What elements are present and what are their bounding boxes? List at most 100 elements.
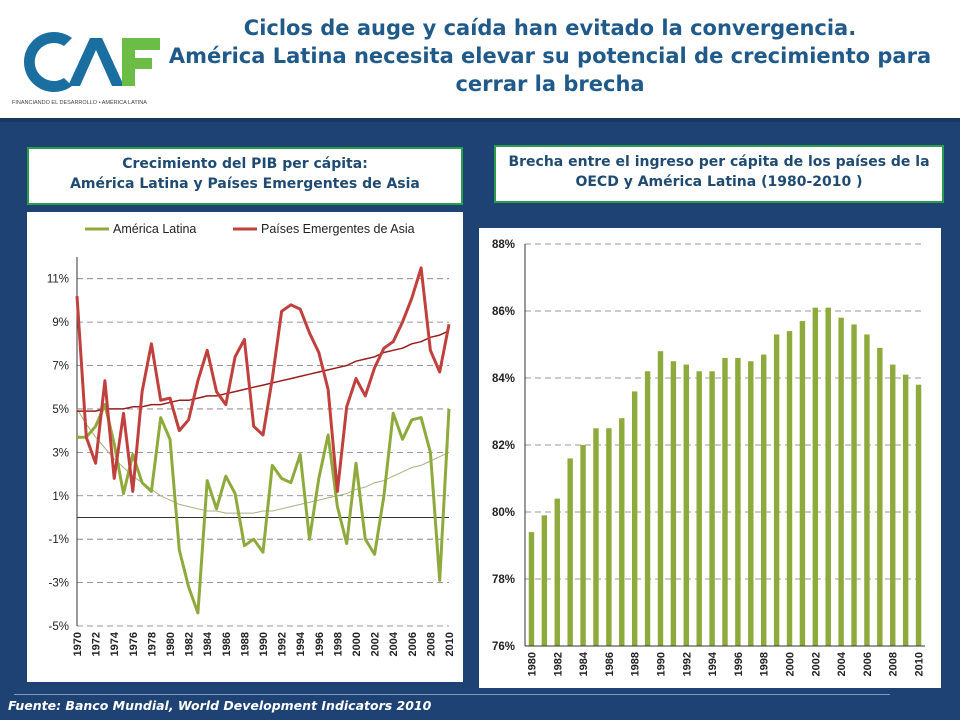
series-line-asia [75,266,451,493]
bar-1984 [580,445,586,646]
x-tick-label: 2002 [810,652,822,676]
bar-1985 [593,428,599,646]
y-tick-label: 5% [52,404,69,416]
legend-label-asia: Países Emergentes de Asia [261,222,415,236]
legend-label-latam: América Latina [113,222,196,236]
y-tick-label: -1% [49,534,69,546]
bar-1999 [773,334,780,646]
bar-1982 [554,498,560,646]
y-tick-label: 3% [52,447,69,459]
x-tick-label: 1996 [733,652,745,676]
bar-1992 [683,364,689,646]
x-tick-label: 1992 [277,632,289,656]
x-tick-label: 1980 [165,632,177,656]
title-line2: América Latina necesita elevar su potenc… [168,44,932,96]
line-chart-svg: -5% -3% -1% 1% 3% 5% 7% 9% 11% 1970 1972 1974 1976 19… [47,222,456,656]
x-tick-label: 2006 [407,632,419,656]
source-note: Fuente: Banco Mundial, World Development… [8,698,432,713]
bar-1994 [709,371,715,646]
x-tick-label: 1992 [681,652,693,676]
x-tick-label: 1984 [202,631,214,656]
x-tick-label: 1984 [578,651,590,676]
bar-2004 [838,317,844,646]
x-tick-label: 1978 [146,632,158,656]
income-gap-chart: 76% 78% 80% 82% 84% 86% 88% 1980 1982 1984 1986 198… [479,228,941,688]
bar-2006 [864,334,870,646]
x-tick-label: 1988 [630,652,642,676]
x-tick-label: 1990 [655,652,667,676]
right-title-line2: OECD y América Latina (1980-2010 ) [575,174,863,190]
bar-1991 [670,361,677,646]
bar-1998 [761,354,767,646]
x-tick-label: 1972 [91,632,103,656]
left-title-line2: América Latina y Países Emergentes de As… [70,176,420,192]
y-tick-label: 84% [492,373,515,385]
page-title: Ciclos de auge y caída han evitado la co… [150,14,950,98]
x-tick-label: 1980 [526,652,538,676]
y-tick-label: -5% [49,621,69,633]
series-line-latam [77,403,451,615]
x-tick-label: 1986 [221,632,233,656]
x-tick-label: 1982 [552,652,564,676]
bar-2001 [799,321,806,646]
x-tick-label: 1982 [184,632,196,656]
bar-1997 [748,361,754,646]
y-tick-label: 78% [492,574,515,586]
bar-chart-svg: 76% 78% 80% 82% 84% 86% 88% 1980 1982 1984 1986 198… [492,239,926,676]
x-tick-label: 1988 [239,632,251,656]
x-tick-label: 2004 [836,651,848,676]
x-tick-label: 2008 [425,632,437,656]
left-title-line1: Crecimiento del PIB per cápita: [122,156,368,172]
bar-1987 [619,418,625,646]
x-tick-label: 2006 [862,652,874,676]
x-tick-label: 2004 [388,631,400,656]
bar-1981 [541,515,548,646]
y-tick-label: 1% [52,491,69,503]
bar-1986 [606,428,612,646]
logo-tagline: FINANCIANDO EL DESARROLLO • AMÉRICA LATI… [12,99,147,106]
x-tick-label: 2000 [351,632,363,656]
bar-1989 [644,371,651,646]
x-tick-label: 2000 [785,652,797,676]
x-tick-label: 1990 [258,632,270,656]
left-panel-title: Crecimiento del PIB per cápita: América … [27,147,463,205]
x-tick-label: 1994 [295,631,307,656]
y-tick-label: 88% [492,239,515,251]
y-tick-label: -3% [49,578,69,590]
bar-2003 [825,307,831,646]
y-tick-label: 76% [492,641,515,653]
x-tick-label: 1994 [707,651,719,676]
y-tick-label: 86% [492,306,515,318]
y-tick-label: 9% [52,317,69,329]
y-tick-label: 11% [47,274,69,286]
x-tick-label: 1998 [332,632,344,656]
title-line1: Ciclos de auge y caída han evitado la co… [243,16,857,40]
bar-2005 [851,324,857,646]
bar-1990 [657,351,664,646]
bar-2008 [890,364,896,646]
caf-logo: FINANCIANDO EL DESARROLLO • AMÉRICA LATI… [12,32,160,106]
x-tick-label: 1976 [128,632,140,656]
bar-1993 [696,371,702,646]
x-tick-label: 2002 [370,632,382,656]
gdp-growth-chart: -5% -3% -1% 1% 3% 5% 7% 9% 11% 1970 1972 1974 1976 19… [27,212,463,682]
x-tick-label: 1986 [604,652,616,676]
y-tick-label: 82% [492,440,515,452]
header: FINANCIANDO EL DESARROLLO • AMÉRICA LATI… [0,0,960,122]
right-panel-title: Brecha entre el ingreso per cápita de lo… [494,145,944,203]
x-tick-label: 1998 [759,652,771,676]
x-tick-label: 2010 [444,632,456,656]
bar-2002 [812,307,819,646]
bar-2009 [902,374,909,646]
x-tick-label: 2010 [914,652,926,676]
x-tick-label: 1974 [109,631,121,656]
bar-1995 [722,357,728,646]
right-title-line1: Brecha entre el ingreso per cápita de lo… [508,154,930,170]
bar-1980 [528,532,535,646]
bar-2007 [877,347,883,646]
x-tick-label: 1996 [314,632,326,656]
x-tick-label: 1970 [72,632,84,656]
bar-2000 [786,331,793,646]
x-tick-label: 2008 [888,652,900,676]
y-tick-label: 80% [492,507,515,519]
